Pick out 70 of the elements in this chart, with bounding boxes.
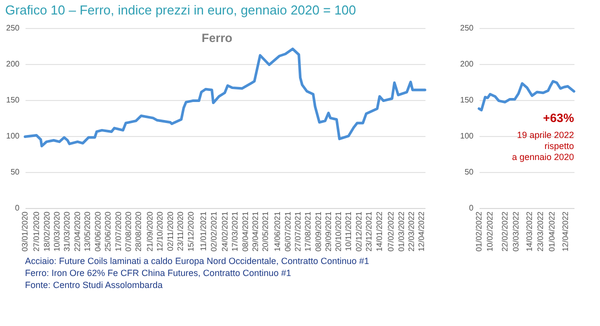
x-tick-label: 10/03/2020 bbox=[52, 210, 62, 252]
x-tick-label: 14/06/2021 bbox=[272, 210, 282, 252]
text: Ferro: Iron Ore 62% Fe CFR China Futures, Contratto Continuo #1 bbox=[25, 268, 292, 278]
x-tick-label: 28/08/2020 bbox=[134, 210, 144, 252]
x-tick-label: 17/03/2021 bbox=[230, 210, 240, 252]
x-tick-label: 29/09/2021 bbox=[324, 210, 333, 252]
x-tick-label: 12/10/2020 bbox=[156, 210, 165, 252]
line-series bbox=[24, 48, 426, 148]
x-tick-label: 03/03/2022 bbox=[512, 210, 521, 252]
y-tick-label: 100 bbox=[460, 132, 474, 140]
x-tick-label: 23/03/2022 bbox=[536, 210, 546, 252]
x-tick-label: 22/04/2020 bbox=[73, 210, 82, 252]
x-tick-label: 17/08/2021 bbox=[303, 210, 312, 252]
y-tick-label: 50 bbox=[10, 168, 20, 176]
x-tick-label: 08/09/2021 bbox=[314, 210, 323, 252]
x-tick-label: 03/01/2020 bbox=[20, 210, 30, 252]
x-tick-label: 04/06/2020 bbox=[94, 210, 103, 252]
x-tick-label: 13/05/2020 bbox=[83, 210, 92, 252]
y-tick-label: 0 bbox=[15, 204, 20, 212]
x-tick-label: 23/11/2020 bbox=[176, 210, 185, 251]
y-tick-label: 0 bbox=[469, 204, 474, 212]
x-tick-label: 14/03/2022 bbox=[525, 210, 534, 252]
annotation: 19 aprile 2022 bbox=[516, 130, 574, 140]
text: Acciaio: Future Coils laminati a caldo Europa Nord Occidentale, Contratto Continuo #1 bbox=[25, 256, 370, 266]
chart-title: Grafico 10 – Ferro, indice prezzi in euro, gennaio 2020 = 100 bbox=[5, 2, 356, 18]
x-tick-label: 14/01/2022 bbox=[375, 210, 384, 252]
annotation: a gennaio 2020 bbox=[512, 152, 574, 162]
x-tick-label: 02/12/2021 bbox=[354, 210, 364, 252]
x-tick-label: 29/04/2021 bbox=[250, 210, 260, 252]
x-tick-label: 10/11/2021 bbox=[344, 210, 354, 251]
x-tick-label: 20/10/2021 bbox=[334, 210, 343, 252]
y-tick-label: 100 bbox=[6, 132, 20, 140]
y-tick-label: 150 bbox=[460, 96, 474, 104]
x-tick-label: 12/04/2022 bbox=[560, 210, 570, 252]
x-tick-label: 25/06/2020 bbox=[104, 210, 113, 252]
x-tick-label: 27/07/2021 bbox=[293, 210, 302, 252]
y-tick-label: 150 bbox=[6, 96, 20, 104]
x-tick-label: 10/02/2022 bbox=[486, 210, 495, 252]
x-tick-label: 17/07/2020 bbox=[114, 210, 124, 252]
x-tick-label: 02/02/2021 bbox=[210, 210, 219, 252]
x-tick-label: 23/12/2021 bbox=[364, 210, 374, 252]
x-tick-label: 07/02/2022 bbox=[386, 210, 396, 252]
x-tick-label: 02/11/2020 bbox=[166, 210, 175, 251]
y-tick-label: 250 bbox=[460, 24, 474, 32]
x-tick-label: 24/02/2021 bbox=[220, 210, 230, 252]
x-tick-label: 22/03/2022 bbox=[407, 210, 416, 252]
y-tick-label: 200 bbox=[460, 60, 474, 68]
x-tick-label: 01/03/2022 bbox=[397, 210, 406, 252]
line-series bbox=[478, 80, 576, 112]
x-tick-label: 21/09/2020 bbox=[146, 210, 155, 252]
x-tick-label: 11/01/2021 bbox=[199, 210, 208, 251]
x-tick-label: 18/02/2020 bbox=[42, 210, 52, 252]
x-tick-label: 01/02/2022 bbox=[474, 210, 484, 252]
x-tick-label: 06/07/2021 bbox=[283, 210, 292, 252]
x-tick-label: 15/12/2020 bbox=[186, 210, 196, 252]
annotation: +63% bbox=[542, 111, 574, 125]
x-tick-label: 12/04/2022 bbox=[417, 210, 426, 252]
x-tick-label: 22/02/2022 bbox=[500, 210, 510, 252]
x-tick-label: 20/05/2021 bbox=[260, 210, 270, 252]
x-tick-label: 08/04/2021 bbox=[240, 210, 250, 252]
y-tick-label: 50 bbox=[464, 168, 474, 176]
text: Ferro bbox=[202, 31, 232, 45]
x-tick-label: 31/03/2020 bbox=[62, 210, 72, 252]
annotation: rispetto bbox=[544, 141, 574, 151]
x-tick-label: 27/01/2020 bbox=[32, 210, 41, 252]
y-tick-label: 250 bbox=[6, 24, 20, 32]
y-tick-label: 200 bbox=[6, 60, 20, 68]
source-note: Fonte: Centro Studi Assolombarda bbox=[25, 280, 163, 290]
x-tick-label: 01/04/2022 bbox=[547, 210, 556, 252]
x-tick-label: 07/08/2020 bbox=[124, 210, 134, 252]
